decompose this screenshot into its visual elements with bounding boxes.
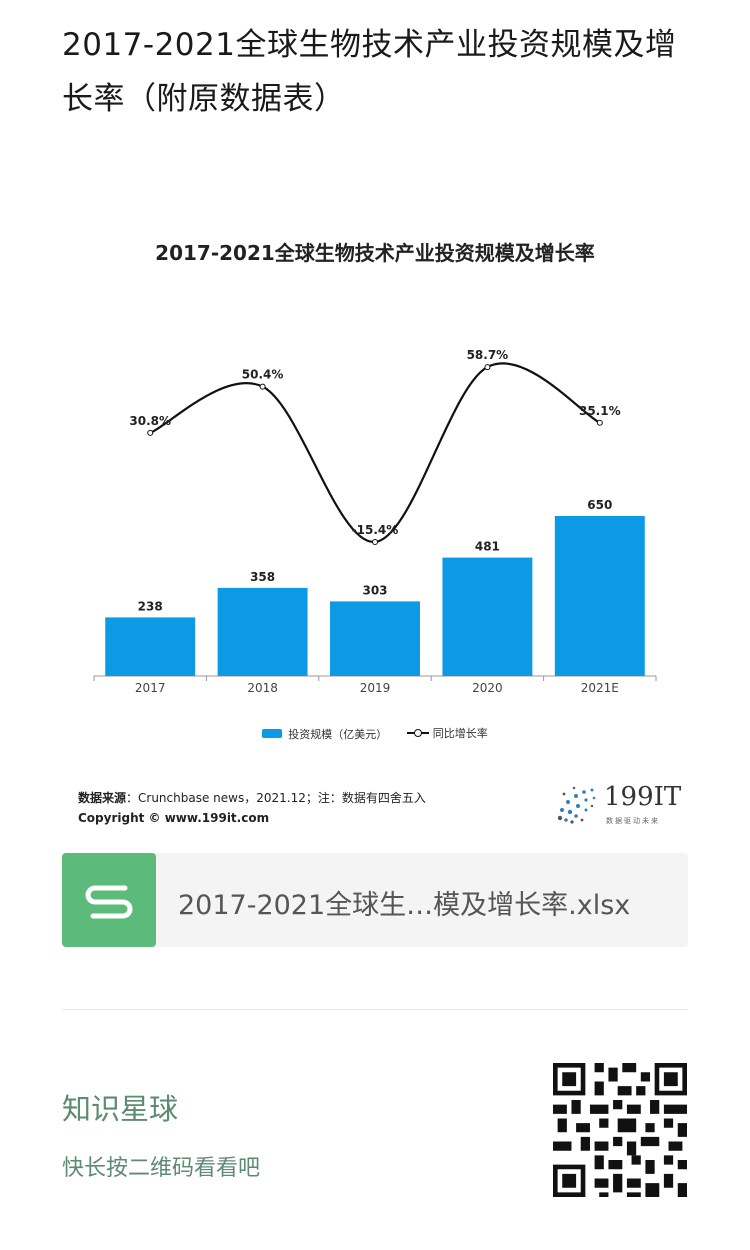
growth-label-2019: -15.4% bbox=[352, 523, 399, 537]
growth-label-2017: 30.8% bbox=[129, 414, 171, 428]
knowledge-planet-subtitle: 快长按二维码看看吧 bbox=[62, 1156, 261, 1181]
legend-bar-label: 投资规模（亿美元） bbox=[288, 727, 388, 741]
divider bbox=[62, 1009, 688, 1010]
growth-rate-line bbox=[149, 362, 601, 544]
x-tick-label-2018: 2018 bbox=[247, 681, 278, 695]
bar-2021E bbox=[554, 516, 645, 676]
growth-label-2021E: 35.1% bbox=[579, 404, 621, 418]
legend-line-label: 同比增长率 bbox=[432, 727, 488, 740]
growth-point-2017 bbox=[147, 429, 154, 436]
x-tick-label-2019: 2019 bbox=[360, 681, 391, 695]
bar-label-2019: 303 bbox=[362, 583, 387, 597]
logo-brand: 199IT bbox=[604, 782, 682, 812]
growth-point-2021E bbox=[596, 419, 603, 426]
spreadsheet-s-icon bbox=[62, 853, 156, 947]
chart-image[interactable]: 2017-2021全球生物技术产业投资规模及增长率 238 2017 358 2018… bbox=[62, 205, 688, 845]
bar-2018 bbox=[217, 587, 308, 676]
growth-point-2018 bbox=[259, 383, 266, 390]
bar-2020 bbox=[442, 557, 533, 676]
growth-label-2020: 58.7% bbox=[467, 348, 509, 362]
source-text: ：Crunchbase news，2021.12；注：数据有四舍五入 bbox=[126, 791, 426, 805]
article-title: 2017-2021全球生物技术产业投资规模及增长率（附原数据表） bbox=[62, 27, 677, 117]
x-tick-label-2020: 2020 bbox=[472, 681, 503, 695]
knowledge-planet-title: 知识星球 bbox=[62, 1092, 179, 1126]
bar-label-2020: 481 bbox=[475, 540, 500, 554]
legend-item-line: 同比增长率 bbox=[406, 725, 488, 741]
legend-line-swatch bbox=[406, 728, 429, 738]
legend-item-bar: 投资规模（亿美元） bbox=[262, 726, 387, 742]
bar-2019 bbox=[330, 601, 420, 676]
qr-code-icon[interactable] bbox=[553, 1063, 687, 1197]
bar-label-2017: 238 bbox=[138, 599, 163, 613]
logo: 199IT 数据驱动未来 bbox=[552, 780, 682, 830]
x-tick-label-2021E: 2021E bbox=[581, 681, 619, 695]
data-source: 数据来源：Crunchbase news，2021.12；注：数据有四舍五入 C… bbox=[78, 788, 426, 828]
chart-legend: 投资规模（亿美元） 同比增长率 bbox=[62, 725, 688, 742]
bar-label-2021E: 650 bbox=[587, 498, 612, 512]
legend-bar-swatch bbox=[262, 729, 283, 738]
attachment-file-name: 2017-2021全球生…模及增长率.xlsx bbox=[178, 890, 631, 921]
bar-2017 bbox=[105, 617, 196, 676]
attachment-card[interactable]: 2017-2021全球生…模及增长率.xlsx bbox=[62, 853, 688, 947]
source-label: 数据来源 bbox=[78, 791, 127, 805]
x-tick-label-2017: 2017 bbox=[135, 681, 166, 695]
copyright-text: Copyright © www.199it.com bbox=[78, 811, 270, 825]
growth-point-2019 bbox=[372, 538, 378, 545]
growth-point-2020 bbox=[484, 364, 491, 371]
growth-label-2018: 50.4% bbox=[242, 368, 284, 382]
chart-plot: 238 2017 358 2018 303 2019 481 2020 650 2021E 30.8… bbox=[93, 348, 657, 695]
bar-label-2018: 358 bbox=[250, 570, 275, 584]
chart-title: 2017-2021全球生物技术产业投资规模及增长率 bbox=[155, 241, 595, 265]
logo-slogan: 数据驱动未来 bbox=[606, 817, 660, 825]
logo-dots-icon bbox=[557, 786, 596, 824]
